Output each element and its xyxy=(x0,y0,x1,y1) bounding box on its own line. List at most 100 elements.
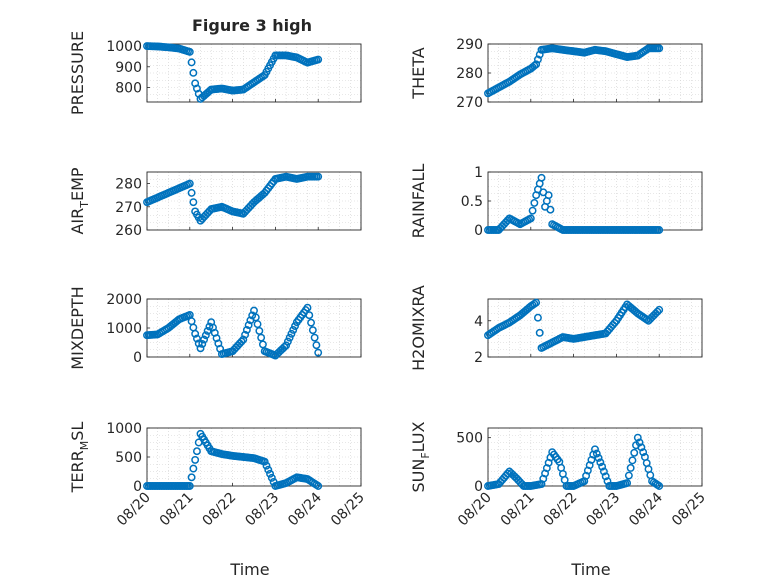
data-point xyxy=(532,298,541,307)
data-point xyxy=(535,50,544,59)
data-point xyxy=(185,482,194,490)
data-point xyxy=(628,456,637,465)
data-point xyxy=(537,173,546,182)
data-point xyxy=(655,44,664,53)
data-point xyxy=(189,68,198,77)
data-point xyxy=(267,473,276,482)
data-point xyxy=(310,333,319,342)
data-point xyxy=(187,473,196,482)
data-point xyxy=(592,449,601,458)
data-point xyxy=(192,334,201,343)
data-point xyxy=(291,322,299,331)
y-tick-label: 800 xyxy=(115,81,142,97)
data-point xyxy=(528,206,537,215)
data-point xyxy=(191,455,200,464)
data-point xyxy=(303,303,312,312)
y-tick-label: 280 xyxy=(115,177,142,193)
axes-frame xyxy=(487,43,703,103)
data-point xyxy=(639,448,648,457)
y-tick-label: 270 xyxy=(115,200,142,216)
y-tick-label: 900 xyxy=(115,60,142,76)
data-point xyxy=(599,467,608,476)
axes-frame xyxy=(487,298,703,358)
data-point xyxy=(255,326,264,335)
y-tick-label: 2000 xyxy=(106,292,142,308)
data-point xyxy=(624,471,633,480)
axes-frame xyxy=(146,43,362,103)
data-point xyxy=(203,326,212,335)
data-point xyxy=(596,458,605,467)
data-point xyxy=(196,344,205,353)
data-point xyxy=(280,343,289,352)
data-point xyxy=(244,321,253,330)
data-point xyxy=(546,205,555,214)
data-point xyxy=(198,340,207,348)
axes-frame xyxy=(146,427,362,487)
plot-area xyxy=(147,44,361,102)
y-axis-label: PRESSURE xyxy=(68,31,87,115)
data-point xyxy=(307,318,316,327)
data-point xyxy=(241,330,250,339)
data-point xyxy=(503,469,512,478)
y-tick-label: 0 xyxy=(133,479,142,495)
data-point xyxy=(530,198,539,207)
subplot-4: 0 0.5 1 RAINFALL xyxy=(409,164,703,239)
y-tick-label: 0 xyxy=(474,223,483,239)
y-tick-label: 0 xyxy=(133,350,142,366)
y-axis-label: RAINFALL xyxy=(409,164,428,239)
data-point xyxy=(598,462,607,471)
data-point xyxy=(200,335,209,344)
data-point xyxy=(285,333,294,342)
y-axis-label: THETA xyxy=(409,47,428,99)
data-point xyxy=(623,479,632,488)
data-point xyxy=(201,331,210,340)
y-tick-label: 280 xyxy=(456,66,483,82)
x-axis-label: Time xyxy=(570,560,610,579)
plot-area xyxy=(488,299,702,357)
data-point xyxy=(257,333,266,342)
data-point xyxy=(185,179,194,188)
y-tick-label: 1000 xyxy=(106,321,142,337)
data-point xyxy=(205,322,214,331)
data-point xyxy=(503,216,512,225)
data-point xyxy=(308,326,317,335)
data-point xyxy=(185,47,194,56)
y-axis-label: H2OMIXRA xyxy=(409,285,428,371)
y-tick-label: 0 xyxy=(474,479,483,495)
y-tick-label: 0.5 xyxy=(461,194,483,210)
data-point xyxy=(189,464,198,473)
data-point xyxy=(533,55,542,64)
y-tick-label: 260 xyxy=(115,223,142,239)
figure-title: Figure 3 high xyxy=(192,16,312,35)
data-point xyxy=(653,307,662,316)
y-axis-label: TERRMSL xyxy=(68,422,91,494)
y-tick-label: 1 xyxy=(474,165,483,181)
y-tick-label: 500 xyxy=(115,450,142,466)
data-point xyxy=(633,433,642,442)
data-point xyxy=(305,311,314,320)
data-point xyxy=(287,329,296,338)
data-point xyxy=(314,55,323,64)
data-point xyxy=(187,58,196,67)
y-tick-label: 1000 xyxy=(106,421,142,437)
data-point xyxy=(533,313,542,322)
data-point xyxy=(314,348,323,357)
subplot-5: 0 1000 2000 MIXDEPTH xyxy=(68,286,362,370)
y-tick-label: 4 xyxy=(474,314,483,330)
data-point xyxy=(282,341,291,350)
y-axis-label: SUNFLUX xyxy=(409,421,432,492)
data-point xyxy=(312,341,321,350)
y-tick-label: 290 xyxy=(456,37,483,53)
axes-frame xyxy=(487,427,703,487)
data-point xyxy=(626,464,635,472)
data-point xyxy=(637,443,646,452)
subplot-2: 270 280 290 THETA xyxy=(409,37,703,111)
data-point xyxy=(187,188,196,197)
data-point xyxy=(526,214,535,223)
y-tick-label: 500 xyxy=(456,431,483,447)
data-point xyxy=(601,472,610,481)
data-point xyxy=(264,465,273,474)
data-point xyxy=(266,469,274,478)
data-point xyxy=(544,191,553,200)
data-point xyxy=(594,454,603,462)
